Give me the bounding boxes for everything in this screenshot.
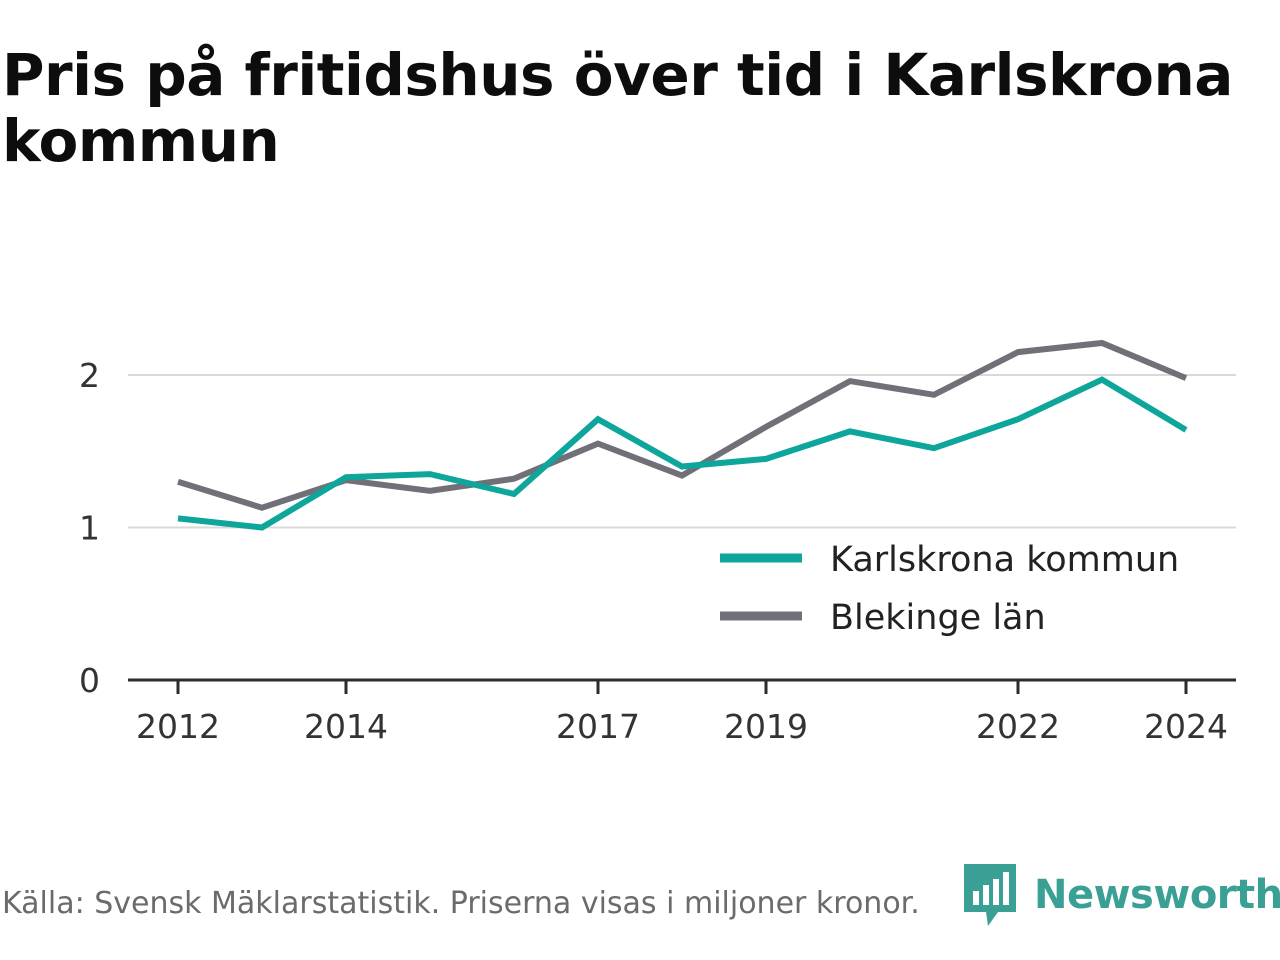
- legend-background: [708, 530, 1208, 648]
- legend-label: Karlskrona kommun: [830, 540, 1179, 580]
- series-line-karlskrona-kommun: [177, 376, 1188, 531]
- chart-title: Pris på fritidshus över tid i Karlskrona…: [2, 41, 1233, 175]
- legend: Karlskrona kommun Blekinge län: [708, 530, 1208, 648]
- y-tick-label: 2: [79, 356, 100, 395]
- x-tick-label: 2022: [976, 707, 1060, 746]
- x-tick-label: 2017: [556, 707, 640, 746]
- x-tick-label: 2024: [1144, 707, 1228, 746]
- y-tick-label: 1: [79, 509, 100, 548]
- newsworthy-logo-icon: [964, 864, 1016, 926]
- y-tick-label: 0: [79, 661, 100, 700]
- series-lines: [177, 339, 1188, 531]
- source-note: Källa: Svensk Mäklarstatistik. Priserna …: [2, 886, 920, 921]
- x-axis-tick-labels: 2012 2014 2017 2019 2022 2024: [136, 707, 1228, 746]
- brand: Newsworthy: [964, 862, 1280, 928]
- x-tick-label: 2014: [304, 707, 388, 746]
- series-line-blekinge-lan: [177, 339, 1188, 511]
- y-axis-tick-labels: 0 1 2: [79, 356, 100, 700]
- x-tick-label: 2012: [136, 707, 220, 746]
- x-axis: [128, 678, 1236, 694]
- brand-name: Newsworthy: [1034, 872, 1280, 918]
- legend-label: Blekinge län: [830, 598, 1046, 638]
- x-tick-label: 2019: [724, 707, 808, 746]
- gridlines: [128, 374, 1236, 529]
